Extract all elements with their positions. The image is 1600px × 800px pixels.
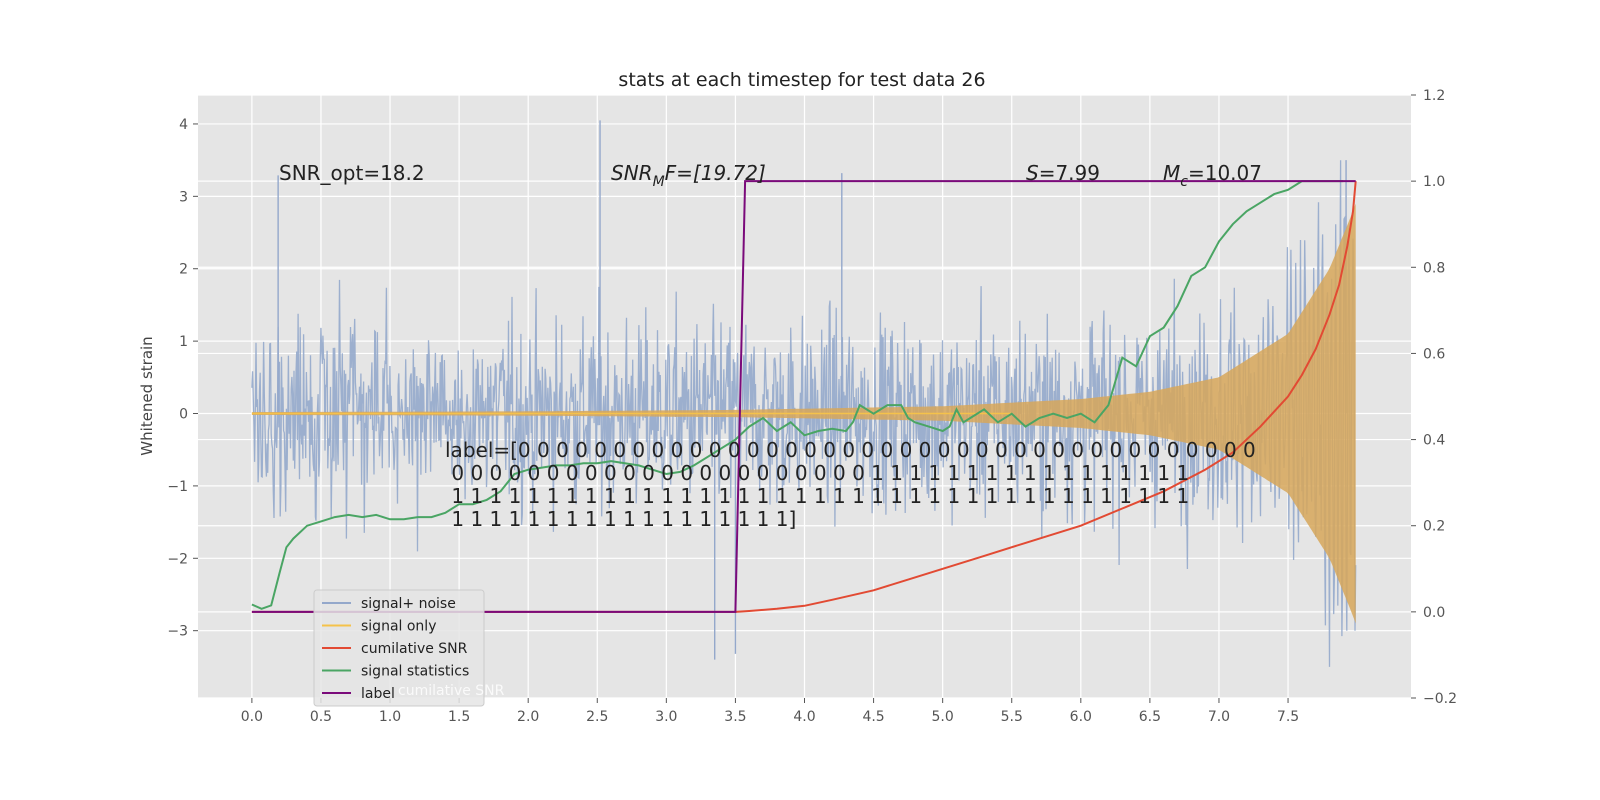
- x-tick-label: 7.0: [1208, 709, 1230, 725]
- y2-tick-label: 1.2: [1423, 88, 1445, 104]
- y-tick-label: 0: [179, 407, 188, 423]
- label-series: [251, 180, 1356, 613]
- cumulative-snr-line: [251, 181, 1357, 613]
- y-axis: 4 3 2 1 0 −1 −2 −3: [167, 117, 198, 640]
- y2-tick-label: 0.0: [1423, 605, 1445, 621]
- label-array-line: label=[0 0 0 0 0 0 0 0 0 0 0 0 0 0 0 0 0…: [445, 438, 1256, 462]
- annotation-snr-opt: SNR_opt=18.2: [279, 161, 425, 185]
- legend-box: [313, 589, 485, 707]
- y2-axis: 1.2 1.0 0.8 0.6 0.4 0.2 0.0 −0.2: [1411, 88, 1457, 707]
- y2-tick-label: −0.2: [1423, 691, 1457, 707]
- y-tick-label: 1: [179, 334, 188, 350]
- x-tick-label: 7.5: [1277, 709, 1299, 725]
- x-tick-label: 1.5: [448, 709, 470, 725]
- signal-statistics-line: [251, 180, 1344, 610]
- label-array-line: 1 1 1 1 1 1 1 1 1 1 1 1 1 1 1 1 1 1 1 1 …: [445, 484, 1189, 508]
- x-tick-label: 3.0: [655, 709, 677, 725]
- legend-label: signal+ noise: [361, 596, 456, 612]
- label-array-line: 0 0 0 0 0 0 0 0 0 0 0 0 0 0 0 0 0 0 0 0 …: [445, 461, 1189, 485]
- y2-tick-label: 1.0: [1423, 174, 1445, 190]
- label-array-line: 1 1 1 1 1 1 1 1 1 1 1 1 1 1 1 1 1 1]: [445, 507, 796, 531]
- y2-tick-label: 0.4: [1423, 433, 1445, 449]
- x-tick-label: 4.5: [862, 709, 884, 725]
- annotation-chirp-mass: Mc=10.07: [1163, 161, 1262, 190]
- annotation-label-array: label=[0 0 0 0 0 0 0 0 0 0 0 0 0 0 0 0 0…: [445, 438, 1256, 531]
- x-tick-label: 0.0: [241, 709, 263, 725]
- legend-label: cumilative SNR: [361, 641, 468, 657]
- x-tick-label: 4.0: [793, 709, 815, 725]
- y-tick-label: 3: [179, 189, 188, 205]
- x-tick-label: 6.0: [1070, 709, 1092, 725]
- signal-only-series: [251, 203, 1356, 624]
- label-line: [251, 180, 1356, 613]
- y2-tick-label: 0.2: [1423, 519, 1445, 535]
- x-axis: 0.0 0.5 1.0 1.5 2.0 2.5 3.0 3.5 4.0 4.5 5.0 5.5 6.0 6…: [241, 698, 1299, 725]
- y-axis-label: Whitened strain: [138, 336, 156, 455]
- x-tick-label: 5.5: [1001, 709, 1023, 725]
- annotation-s: S=7.99: [1026, 161, 1100, 185]
- y-tick-label: −3: [167, 624, 188, 640]
- x-tick-label: 2.5: [586, 709, 608, 725]
- x-tick-label: 2.0: [517, 709, 539, 725]
- cumulative-snr-series: [251, 181, 1357, 613]
- y-tick-label: −1: [167, 479, 188, 495]
- legend-label: signal statistics: [361, 664, 469, 680]
- x-tick-label: 3.5: [724, 709, 746, 725]
- y-tick-label: 2: [179, 262, 188, 278]
- legend-label: label: [361, 686, 395, 702]
- signal-statistics-series: [251, 180, 1344, 610]
- x-tick-label: 0.5: [310, 709, 332, 725]
- x-tick-label: 1.0: [379, 709, 401, 725]
- y2-tick-label: 0.6: [1423, 346, 1445, 362]
- y-tick-label: −2: [167, 551, 188, 567]
- annotation-snr-mf: SNRMF=[19.72]: [611, 161, 766, 190]
- chart-title: stats at each timestep for test data 26: [618, 69, 985, 91]
- x-tick-label: 6.5: [1139, 709, 1161, 725]
- legend-ghost-text: cumilative SNR: [398, 683, 505, 699]
- legend-label: signal only: [361, 619, 436, 635]
- legend: cumilative SNR signal+ noise signal only cu…: [313, 589, 505, 707]
- x-tick-label: 5.0: [932, 709, 954, 725]
- y2-tick-label: 0.8: [1423, 260, 1445, 276]
- y-tick-label: 4: [179, 117, 188, 133]
